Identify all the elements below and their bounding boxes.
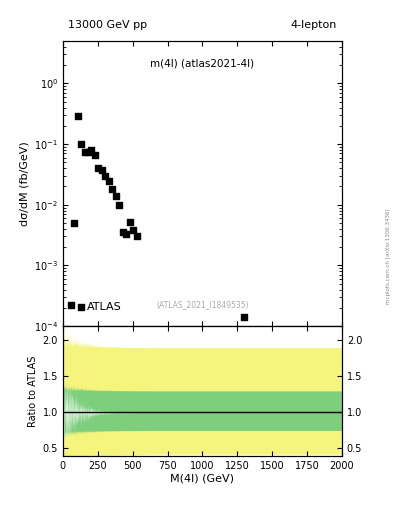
- Point: [134, 232, 140, 241]
- Point: [78, 303, 84, 311]
- X-axis label: M(4l) (GeV): M(4l) (GeV): [171, 473, 234, 483]
- Text: mcplots.cern.ch [arXiv:1306.3436]: mcplots.cern.ch [arXiv:1306.3436]: [386, 208, 391, 304]
- Point: [78, 140, 84, 148]
- Point: [123, 230, 130, 238]
- Point: [116, 201, 123, 209]
- Point: [99, 165, 105, 174]
- Point: [130, 226, 136, 234]
- Point: [71, 219, 77, 227]
- Point: [113, 192, 119, 200]
- Text: ATLAS: ATLAS: [87, 302, 122, 311]
- Point: [74, 112, 81, 120]
- Y-axis label: dσ/dM (fb/GeV): dσ/dM (fb/GeV): [20, 141, 29, 226]
- Text: m(4l) (atlas2021-4l): m(4l) (atlas2021-4l): [151, 58, 254, 68]
- Point: [109, 185, 116, 194]
- Point: [92, 152, 98, 160]
- Point: [102, 172, 108, 180]
- Text: 4-lepton: 4-lepton: [290, 19, 336, 30]
- Text: (ATLAS_2021_I1849535): (ATLAS_2021_I1849535): [156, 300, 249, 309]
- Point: [68, 301, 74, 309]
- Point: [106, 177, 112, 185]
- Point: [95, 164, 102, 173]
- Y-axis label: Ratio to ATLAS: Ratio to ATLAS: [28, 355, 39, 426]
- Point: [85, 147, 91, 156]
- Point: [88, 146, 95, 154]
- Point: [120, 228, 126, 237]
- Text: 13000 GeV pp: 13000 GeV pp: [68, 19, 148, 30]
- Point: [127, 218, 133, 226]
- Point: [241, 313, 248, 322]
- Point: [81, 147, 88, 156]
